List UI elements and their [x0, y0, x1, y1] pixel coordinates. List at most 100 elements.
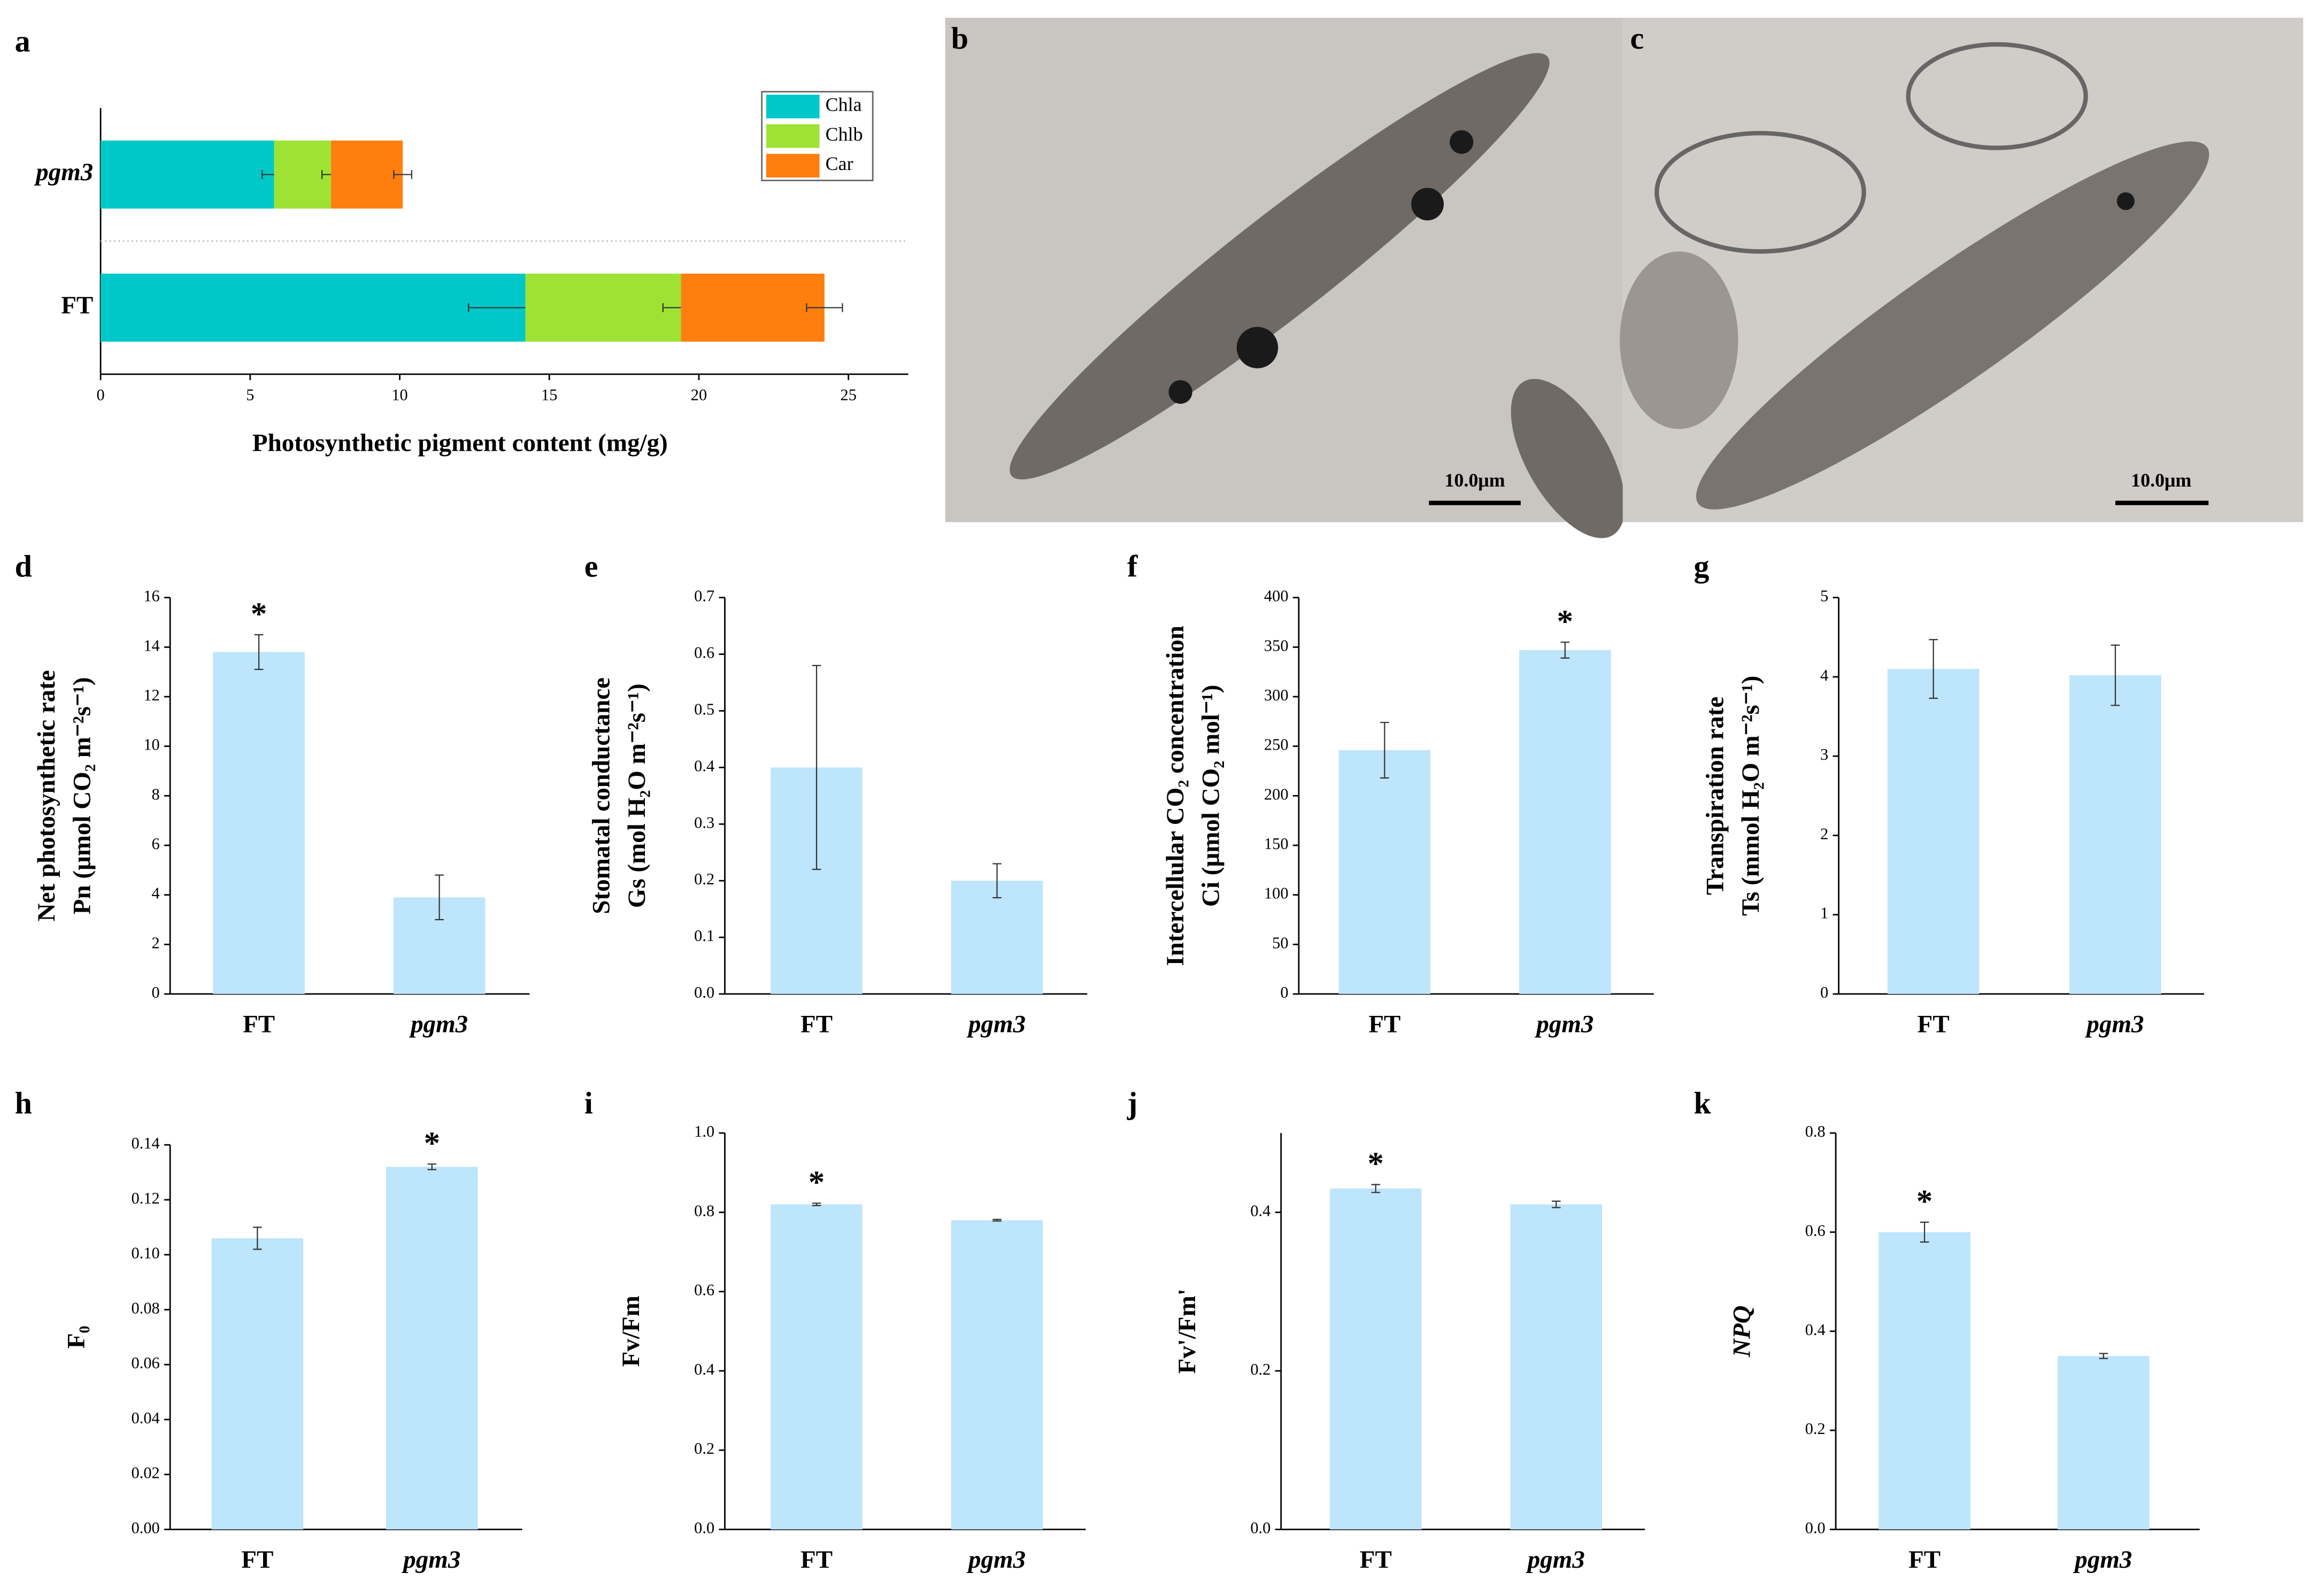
significance-marker: *	[808, 1165, 825, 1200]
category-label: FT	[1908, 1546, 1940, 1574]
panel: k 0.0 0.2 0.4 0.6 0.8 NPQ FT * pgm3	[1694, 1086, 2200, 1574]
significance-marker: *	[1557, 604, 1573, 639]
error-bar	[806, 303, 843, 312]
bar	[1519, 650, 1611, 994]
y-tick-label: 0.0	[694, 983, 714, 1001]
y-tick-label: 0.4	[1250, 1201, 1270, 1220]
error-bar	[1380, 722, 1389, 779]
y-tick-label: 5	[1820, 587, 1828, 605]
y-tick-label: 0.08	[132, 1299, 160, 1317]
bar-segment	[525, 273, 681, 342]
y-axis-label: NPQ	[1728, 1305, 1755, 1358]
legend-label: Chlb	[826, 124, 863, 145]
y-tick-label: 0.2	[1805, 1420, 1826, 1438]
y-tick-label: 0.6	[1805, 1221, 1826, 1239]
x-tick-label: 10	[391, 385, 407, 404]
category-label: pgm3	[1534, 1011, 1593, 1038]
y-tick-label: 0.02	[132, 1464, 160, 1482]
x-tick-label: 25	[840, 385, 856, 404]
category-label: FT	[1368, 1011, 1400, 1038]
panel-letter: d	[15, 549, 32, 583]
y-tick-label: 0.06	[132, 1354, 160, 1372]
category-label: pgm3	[409, 1011, 468, 1038]
y-tick-label: 0.7	[694, 587, 714, 605]
y-axis-label: Intercellular CO₂ concentration	[1161, 626, 1189, 966]
grain	[1450, 130, 1474, 154]
y-tick-label: 0.04	[132, 1409, 160, 1427]
bar-segment	[330, 140, 403, 209]
error-bar	[1920, 1221, 1929, 1243]
bar-segment	[101, 273, 526, 342]
y-tick-label: 200	[1264, 785, 1289, 803]
panel: g 0 1 2 3 4 5 Transpiration rate Ts (mmol H₂O m⁻…	[1694, 549, 2204, 1038]
x-tick-label: 20	[691, 385, 707, 404]
y-axis-label: Fv'/Fm'	[1173, 1289, 1201, 1374]
error-bar	[427, 1163, 437, 1170]
error-bar	[1551, 1200, 1561, 1208]
legend-label: Chla	[826, 94, 862, 115]
significance-marker: *	[1916, 1184, 1932, 1220]
category-label: FT	[1360, 1546, 1392, 1574]
y-tick-label: 0.2	[1250, 1360, 1270, 1378]
category-label: FT	[800, 1011, 833, 1038]
y-axis-label: Ci (μmol CO₂ mol⁻¹)	[1197, 685, 1225, 907]
error-bar	[2111, 644, 2120, 706]
category-label: pgm3	[401, 1546, 460, 1574]
bar	[213, 652, 305, 994]
chloroplast	[1696, 141, 2209, 510]
grain	[1411, 188, 1444, 221]
y-tick-label: 0.4	[694, 757, 714, 775]
y-tick-label: 0.00	[132, 1518, 160, 1537]
y-axis-label: F₀	[62, 1325, 90, 1348]
legend-label: Car	[826, 153, 853, 174]
panel: a 0 5 10 15 20 25 Photosynthetic pigment conten…	[15, 24, 908, 457]
category-label: FT	[1917, 1011, 1950, 1038]
panel: i 0.0 0.2 0.4 0.6 0.8 1.0 Fv/Fm FT * pgm3	[584, 1086, 1086, 1574]
y-tick-label: 250	[1264, 736, 1289, 754]
category-label: pgm3	[2084, 1011, 2144, 1038]
panel-letter: h	[15, 1086, 32, 1121]
panel-letter: a	[15, 24, 30, 58]
y-tick-label: 300	[1264, 686, 1289, 704]
legend-swatch	[766, 153, 820, 178]
bar	[771, 1204, 862, 1530]
category-label: pgm3	[2073, 1546, 2132, 1574]
y-tick-label: 1.0	[694, 1122, 714, 1140]
y-axis-label: Net photosynthetic rate	[33, 670, 60, 921]
bar	[2069, 675, 2161, 994]
y-tick-label: 10	[143, 736, 159, 754]
grain	[2116, 192, 2135, 210]
bar	[2058, 1356, 2150, 1530]
scale-label: 10.0μm	[2131, 469, 2191, 491]
error-bar	[992, 863, 1002, 899]
y-axis-label: Ts (mmol H₂O m⁻²s⁻¹)	[1737, 676, 1765, 916]
error-bar	[812, 1202, 821, 1206]
y-tick-label: 50	[1272, 934, 1288, 952]
membrane	[1654, 130, 1866, 254]
y-tick-label: 400	[1264, 587, 1289, 605]
y-tick-label: 0.2	[694, 1439, 714, 1458]
y-tick-label: 6	[152, 835, 160, 853]
bar-segment	[681, 273, 825, 342]
grain	[1168, 380, 1192, 404]
bar	[1338, 750, 1431, 994]
y-tick-label: 8	[152, 785, 160, 803]
chloroplast	[1511, 379, 1626, 538]
y-axis-label: Stomatal conductance	[588, 677, 615, 914]
error-bar	[992, 1219, 1002, 1222]
y-tick-label: 0.5	[694, 700, 714, 718]
significance-marker: *	[251, 596, 267, 632]
grain	[1236, 327, 1279, 368]
x-axis-label: Photosynthetic pigment content (mg/g)	[252, 429, 668, 457]
y-tick-label: 14	[143, 636, 159, 654]
bar	[211, 1238, 304, 1530]
panel-letter: e	[584, 549, 598, 583]
category-label: pgm3	[966, 1546, 1026, 1574]
category-label: pgm3	[34, 158, 93, 186]
category-label: FT	[800, 1546, 833, 1574]
y-tick-label: 0.14	[132, 1134, 160, 1152]
y-tick-label: 12	[143, 686, 159, 704]
error-bar	[435, 874, 444, 921]
y-tick-label: 0.0	[694, 1518, 714, 1537]
bar	[951, 1220, 1043, 1530]
